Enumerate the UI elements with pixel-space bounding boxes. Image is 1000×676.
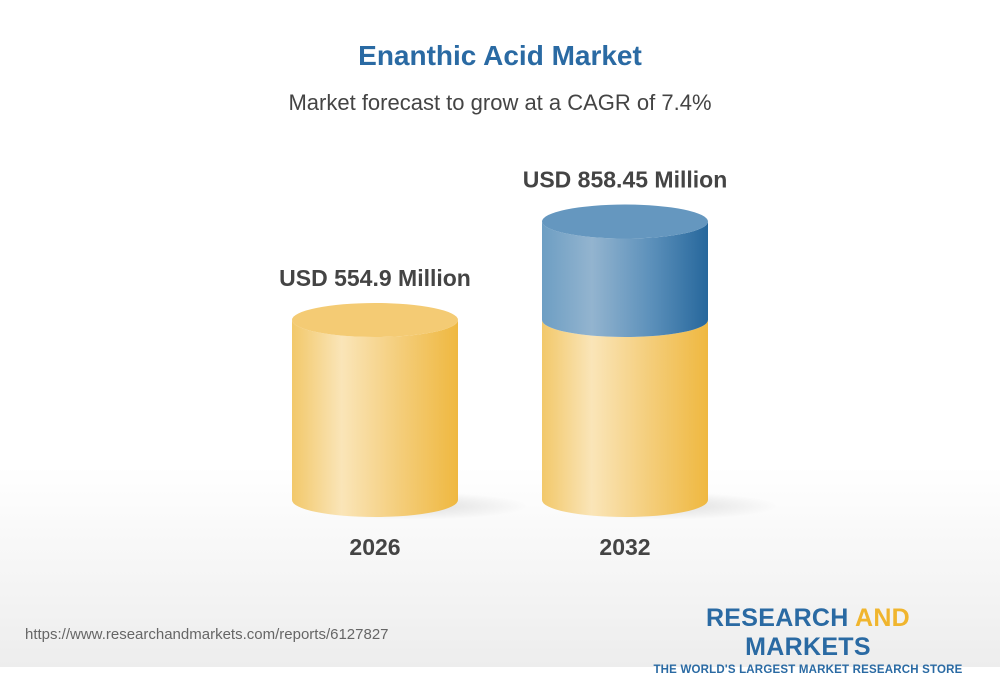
- data-label-2026: USD 554.9 Million: [279, 265, 471, 291]
- bar-growth-2032: [542, 221, 708, 337]
- logo-word-markets: MARKETS: [745, 633, 871, 661]
- bar-top-2026: [292, 303, 458, 337]
- bar-base-2032: [542, 320, 708, 517]
- bar-top-2032: [542, 204, 708, 239]
- category-label-2032: 2032: [599, 534, 650, 560]
- report-url[interactable]: https://www.researchandmarkets.com/repor…: [25, 626, 389, 643]
- data-label-2032: USD 858.45 Million: [523, 167, 728, 193]
- chart-title: Enanthic Acid Market: [358, 40, 642, 71]
- logo-word-and: AND: [854, 604, 911, 632]
- research-and-markets-logo[interactable]: RESEARCH AND MARKETS THE WORLD'S LARGEST…: [640, 604, 976, 676]
- category-label-2026: 2026: [349, 534, 400, 560]
- chart-subtitle: Market forecast to grow at a CAGR of 7.4…: [288, 90, 712, 115]
- logo-tagline: THE WORLD'S LARGEST MARKET RESEARCH STOR…: [653, 664, 963, 676]
- logo-word-research: RESEARCH: [705, 604, 849, 632]
- bar-base-2026: [292, 320, 458, 517]
